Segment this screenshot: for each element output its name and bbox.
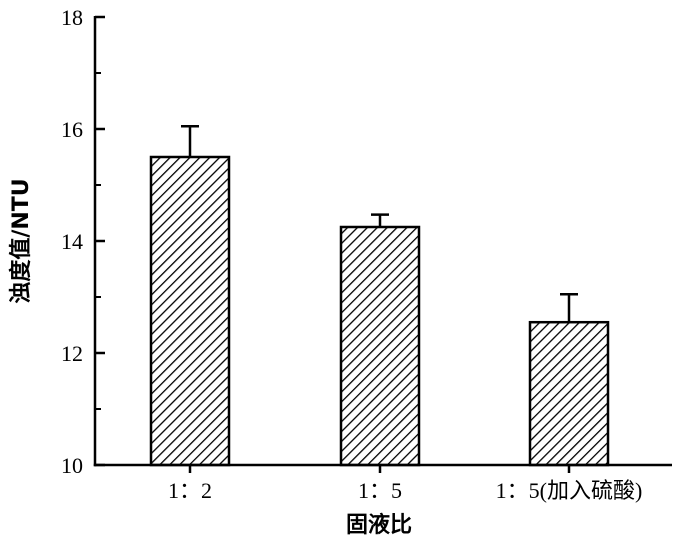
y-tick-label: 16 — [61, 117, 83, 142]
x-tick-label: 1：5 — [358, 478, 402, 503]
x-tick-label: 1：2 — [168, 478, 212, 503]
y-tick-label: 14 — [61, 229, 83, 254]
axes-layer — [93, 15, 672, 473]
bars-layer — [149, 124, 610, 467]
y-tick-label: 12 — [61, 341, 83, 366]
y-axis-title: 浊度值/NTU — [8, 178, 34, 303]
x-tick-label: 1：5(加入硫酸) — [496, 478, 643, 503]
bar — [339, 225, 421, 467]
bar — [528, 320, 610, 467]
y-tick-label: 18 — [61, 5, 83, 30]
x-axis-title: 固液比 — [346, 512, 412, 538]
y-tick-label: 10 — [61, 453, 83, 478]
bar — [149, 155, 231, 467]
labels-layer: 固液比 浊度值/NTU 10 12 14 16 18 1：2 1：5 1：5(加入硫酸) — [8, 5, 642, 538]
